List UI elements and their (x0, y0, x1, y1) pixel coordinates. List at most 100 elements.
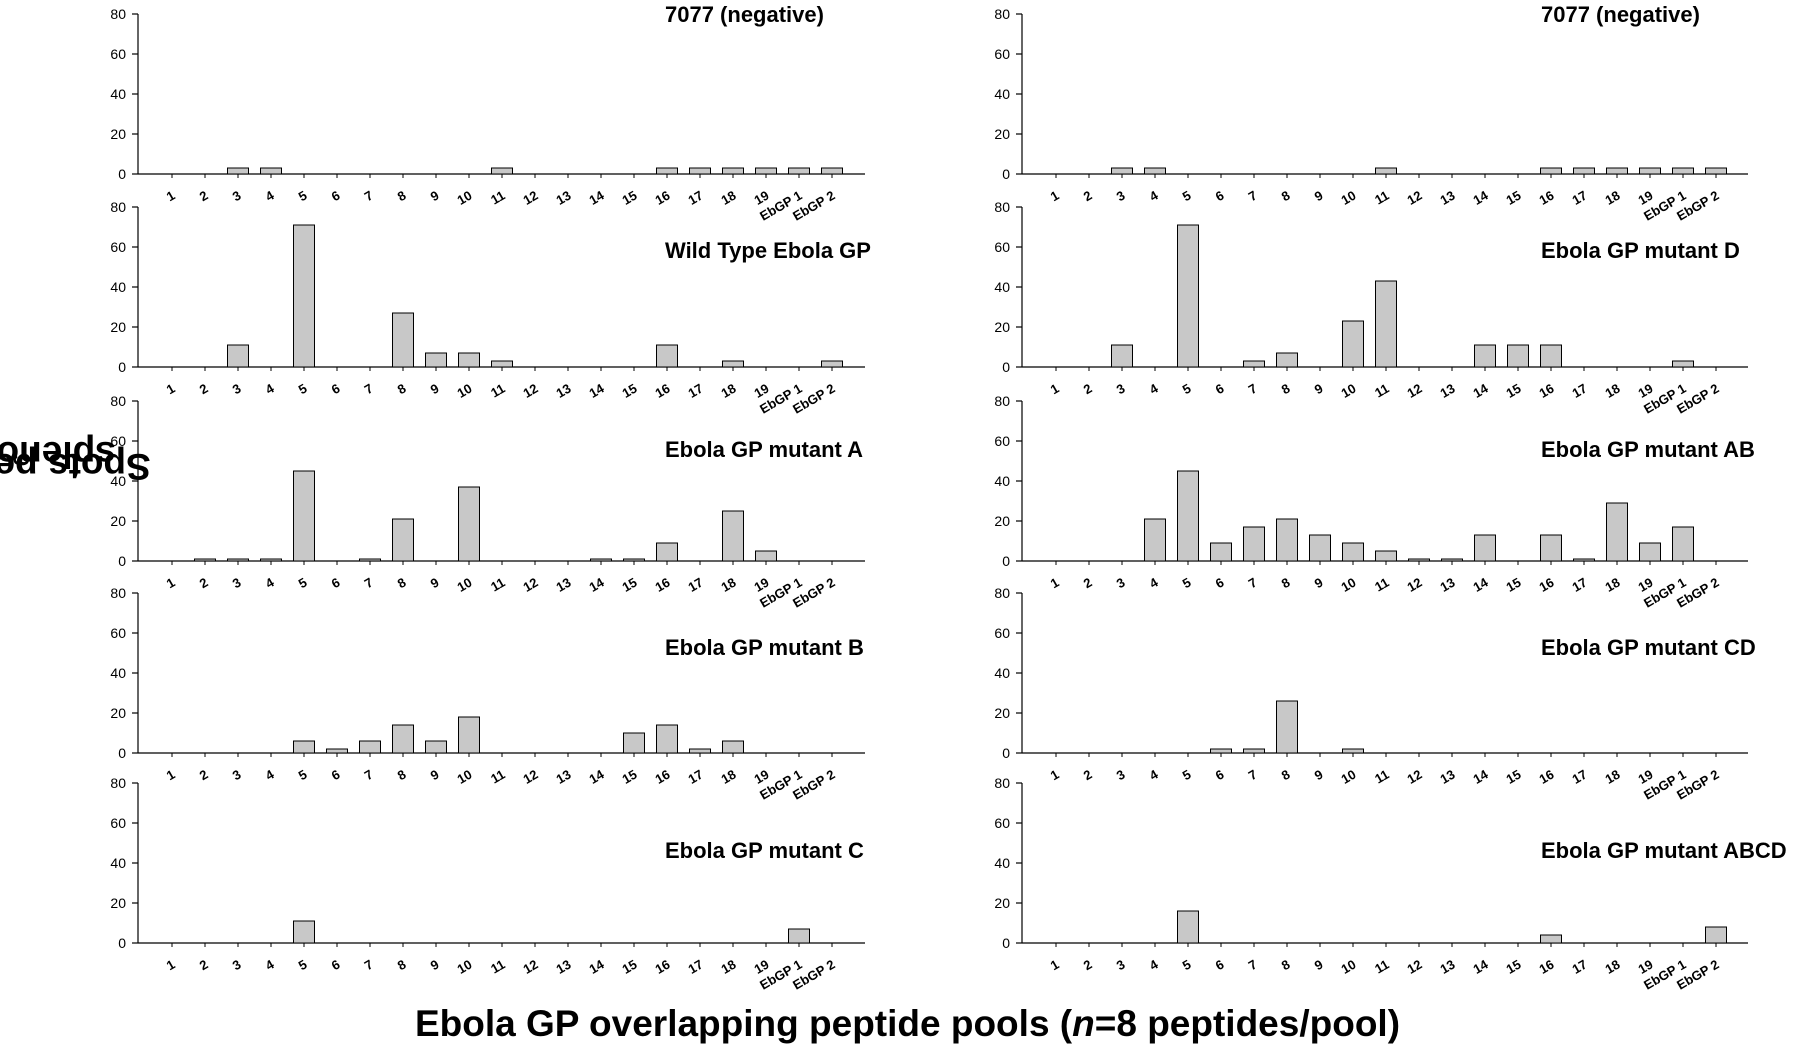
y-tick-label: 60 (110, 46, 126, 62)
x-tick-label: 17 (685, 381, 705, 401)
x-tick-label: 15 (1503, 575, 1523, 595)
bar-7 (1243, 526, 1265, 562)
x-tick-label: 15 (619, 381, 639, 401)
bar-5 (1177, 224, 1199, 368)
x-tick-label: 15 (619, 957, 639, 977)
x-tick-label: 15 (619, 188, 639, 208)
x-tick-label: 18 (1602, 575, 1622, 595)
x-tick-label: 4 (263, 187, 277, 204)
x-tick-label: 9 (428, 767, 442, 784)
x-tick-label: 6 (329, 957, 343, 974)
x-tick-label: 5 (1180, 575, 1194, 592)
x-tick-label: 7 (362, 381, 376, 398)
bar-11 (1375, 167, 1397, 175)
x-axis-label: Ebola GP overlapping peptide pools (n=8 … (0, 1003, 1815, 1045)
x-tick-label: 14 (1470, 574, 1491, 595)
x-tick-label: 10 (454, 188, 474, 208)
y-tick-label: 40 (994, 473, 1010, 489)
x-tick-label: 1 (164, 381, 178, 398)
x-tick-label: 14 (586, 187, 607, 208)
y-tick-label: 40 (110, 279, 126, 295)
x-tick-label: 17 (685, 188, 705, 208)
y-tick-label: 20 (110, 126, 126, 142)
bar-4 (260, 167, 282, 175)
bar-8 (1276, 700, 1298, 754)
x-tick-label: 8 (395, 575, 409, 592)
bar-15 (1507, 344, 1529, 368)
x-tick-label: 8 (395, 188, 409, 205)
bar-7 (1243, 748, 1265, 754)
x-tick-label: 2 (1081, 188, 1095, 205)
y-tick-label: 0 (118, 745, 126, 761)
x-tick-label: 14 (586, 574, 607, 595)
bar-5 (1177, 470, 1199, 562)
x-tick-label: 10 (454, 957, 474, 977)
x-tick-label: 17 (1569, 767, 1589, 787)
bar-9 (425, 740, 447, 754)
x-tick-label: 4 (1147, 766, 1161, 783)
x-tick-label: 19 (1635, 767, 1655, 787)
x-tick-label: 12 (1404, 767, 1424, 787)
y-tick-label: 20 (110, 895, 126, 911)
panel-title: Ebola GP mutant C (665, 838, 864, 863)
x-tick-label: 14 (586, 766, 607, 787)
x-tick-label: 11 (488, 381, 507, 401)
bar-17 (689, 167, 711, 175)
y-tick-label: 0 (118, 553, 126, 569)
bar-5 (293, 740, 315, 754)
panel-title: Ebola GP mutant ABCD (1541, 838, 1787, 863)
y-tick-label: 80 (110, 199, 126, 215)
bar-10 (458, 352, 480, 368)
x-tick-label: 2 (197, 188, 211, 205)
x-tick-label: 1 (164, 957, 178, 974)
x-tick-label: 10 (1338, 188, 1358, 208)
x-tick-label: 17 (1569, 188, 1589, 208)
x-tick-label: 8 (1279, 188, 1293, 205)
bar-11 (1375, 550, 1397, 562)
x-tick-label: 16 (1536, 957, 1556, 977)
x-tick-label: 17 (1569, 575, 1589, 595)
x-tick-label: 17 (685, 767, 705, 787)
y-axis-label-suffix: splenocytes (0, 433, 116, 475)
bar-7 (359, 558, 381, 562)
x-tick-label: 15 (1503, 767, 1523, 787)
panel-title: 7077 (negative) (1541, 2, 1700, 27)
bar-13 (1441, 558, 1463, 562)
bar-18 (722, 360, 744, 368)
panel-title: Ebola GP mutant B (665, 635, 864, 660)
x-tick-label: 3 (1114, 575, 1128, 592)
x-axis-label-suffix: =8 peptides/pool) (1094, 1003, 1401, 1044)
bar-18 (1606, 167, 1628, 175)
y-tick-label: 80 (994, 393, 1010, 409)
x-tick-label: 16 (652, 767, 672, 787)
bar-10 (458, 486, 480, 562)
x-tick-label: 10 (1338, 957, 1358, 977)
bar-2 (194, 558, 216, 562)
x-tick-label: 17 (1569, 957, 1589, 977)
bar-19 (755, 550, 777, 562)
bar-16 (656, 167, 678, 175)
panel-title: Ebola GP mutant AB (1541, 437, 1755, 462)
x-tick-label: 9 (428, 957, 442, 974)
x-tick-label: 1 (1048, 767, 1062, 784)
y-tick-label: 0 (1002, 359, 1010, 375)
bar-19 (1639, 167, 1661, 175)
bar-3 (1111, 344, 1133, 368)
y-tick-label: 60 (110, 239, 126, 255)
y-tick-label: 40 (994, 86, 1010, 102)
x-tick-label: 9 (1312, 957, 1326, 974)
x-tick-label: 14 (586, 380, 607, 401)
x-tick-label: 3 (230, 381, 244, 398)
x-tick-label: 6 (1213, 381, 1227, 398)
bar-5 (293, 920, 315, 944)
bar-18 (1606, 502, 1628, 562)
bar-15 (623, 558, 645, 562)
x-tick-label: 11 (1372, 767, 1391, 787)
x-tick-label: 2 (197, 381, 211, 398)
bar-9 (1309, 534, 1331, 562)
x-tick-label: 18 (1602, 767, 1622, 787)
x-tick-label: 8 (395, 957, 409, 974)
x-tick-label: 10 (454, 767, 474, 787)
bar-5 (293, 470, 315, 562)
